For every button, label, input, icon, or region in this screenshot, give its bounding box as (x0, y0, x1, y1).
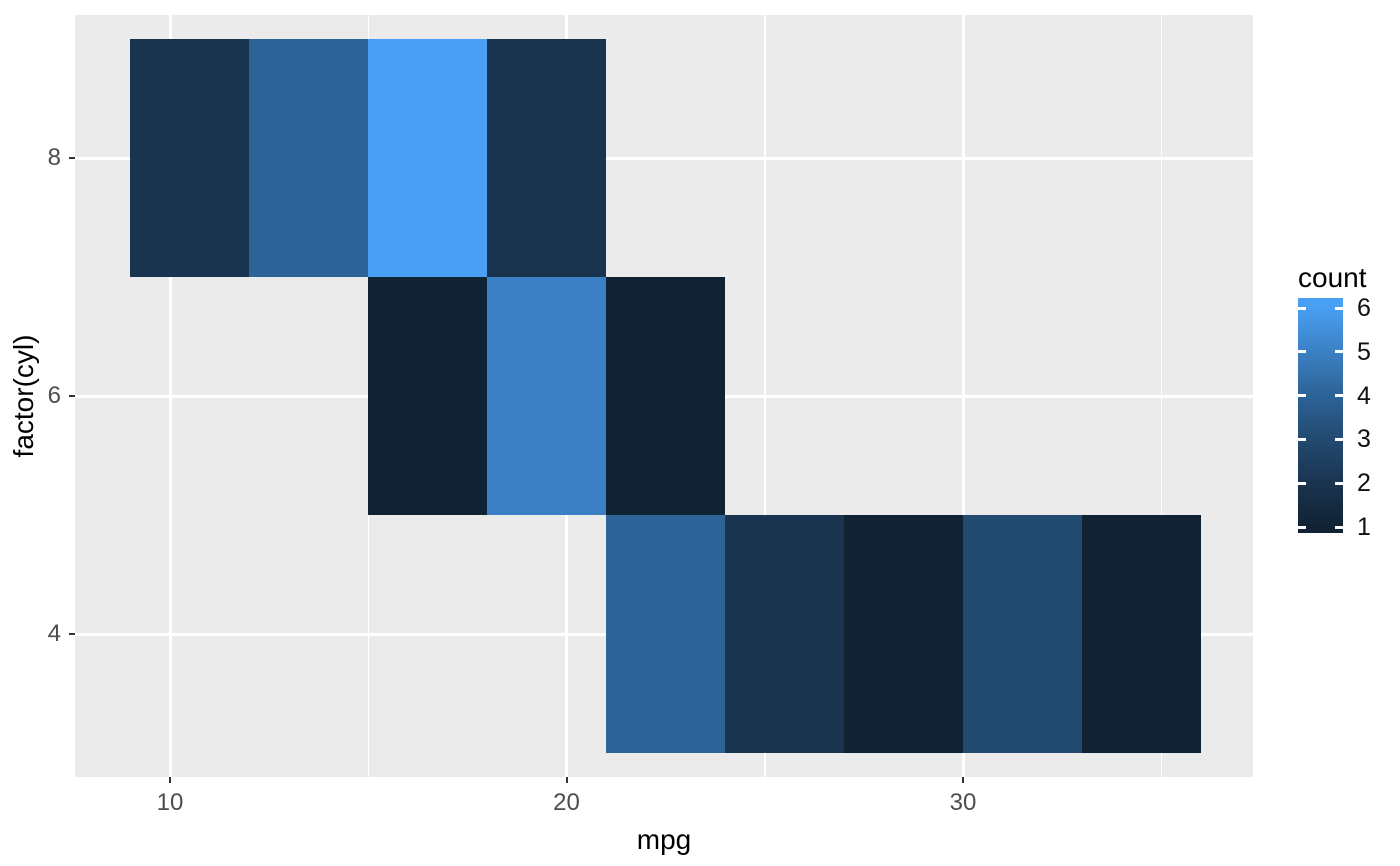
x-axis-tick-mark (565, 777, 568, 783)
legend-tick-label: 5 (1357, 337, 1371, 366)
legend-tick-mark-right (1335, 394, 1343, 398)
legend-colorbar (1298, 298, 1343, 533)
legend-tick-mark-right (1335, 481, 1343, 485)
bin2d-tile (487, 39, 607, 277)
legend-tick-label: 2 (1357, 469, 1371, 498)
bin2d-tile (1081, 515, 1201, 753)
bin2d-tile (249, 39, 369, 277)
bin2d-tile (606, 515, 726, 753)
legend-title: count (1298, 262, 1367, 293)
x-axis-tick-label: 10 (156, 789, 184, 816)
y-axis-tick-label: 4 (47, 620, 61, 647)
x-axis-tick-label: 20 (553, 789, 580, 816)
legend-tick-mark-right (1335, 437, 1343, 441)
major-gridline-y (75, 156, 1253, 160)
x-axis-tick-mark (169, 777, 171, 783)
y-axis-tick-mark (69, 633, 75, 635)
bin2d-tile (368, 277, 488, 515)
plot-panel (75, 15, 1253, 777)
y-axis-tick-mark (69, 395, 75, 397)
legend-tick-mark-right (1335, 306, 1343, 310)
legend-tick-mark-right (1335, 525, 1343, 529)
bin2d-tile (487, 277, 607, 515)
y-axis-tick-label: 8 (47, 144, 61, 171)
legend-tick-label: 1 (1357, 513, 1371, 541)
bin2d-tile (725, 515, 845, 753)
legend-tick-mark-left (1298, 437, 1306, 441)
y-axis-tick-label: 6 (47, 382, 61, 409)
bin2d-tile (130, 39, 250, 277)
bin2d-tile (963, 515, 1082, 753)
bin2d-tile (844, 515, 963, 753)
y-axis-tick-mark (69, 157, 75, 159)
legend-tick-mark-left (1298, 481, 1306, 485)
bin2d-tile (368, 39, 488, 277)
x-axis-title: mpg (636, 824, 692, 855)
bin2d-tile (606, 277, 726, 515)
legend-tick-mark-left (1298, 525, 1306, 529)
legend-tick-mark-left (1298, 350, 1306, 354)
legend-tick-label: 6 (1357, 294, 1371, 322)
x-axis-tick-mark (962, 777, 964, 783)
legend-tick-mark-right (1335, 350, 1343, 354)
x-axis-tick-label: 30 (949, 789, 977, 816)
legend-tick-label: 3 (1357, 425, 1371, 454)
legend-tick-label: 4 (1357, 381, 1371, 410)
legend-tick-mark-left (1298, 394, 1306, 398)
legend-tick-mark-left (1298, 306, 1306, 310)
